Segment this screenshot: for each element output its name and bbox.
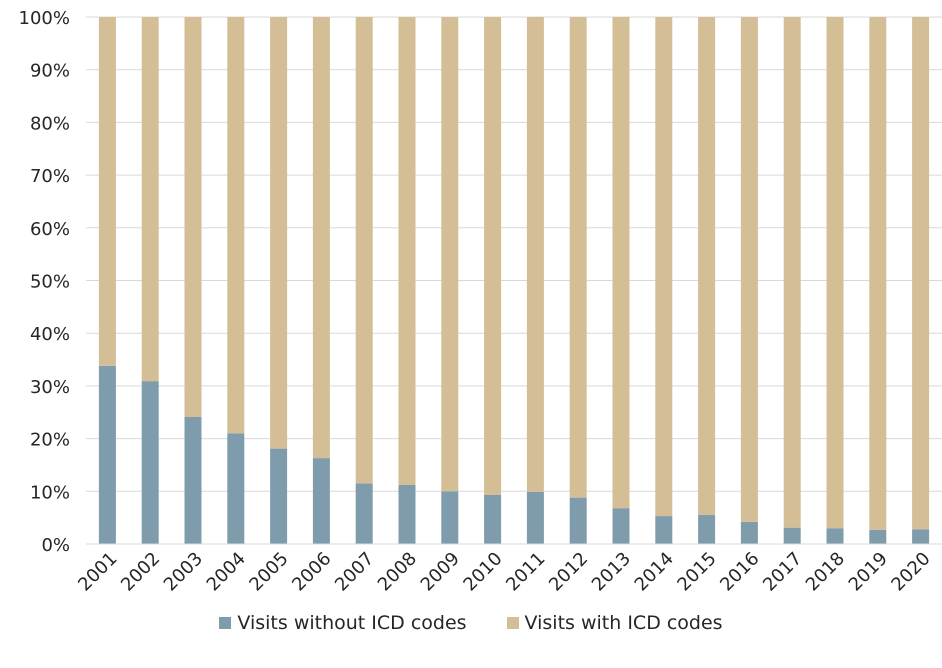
y-tick-label: 50% [30, 272, 70, 293]
x-tick-label: 2006 [288, 548, 335, 595]
legend-label-without-icd: Visits without ICD codes [237, 612, 467, 634]
bar-without-icd [912, 529, 930, 544]
x-tick-label: 2002 [117, 548, 164, 595]
bar-with-icd [312, 17, 330, 459]
bar-without-icd [655, 516, 673, 544]
bar-without-icd [355, 483, 373, 544]
bar-without-icd [484, 494, 502, 544]
bar-with-icd [783, 17, 801, 528]
y-tick-label: 30% [30, 377, 70, 398]
legend-swatch-without-icd [219, 617, 232, 629]
gridlines [86, 16, 942, 492]
bar-without-icd [441, 491, 459, 544]
bar-with-icd [441, 17, 459, 492]
x-axis-tick-labels: 2001200220032004200520062007200820092010… [74, 548, 934, 595]
x-tick-label: 2012 [545, 548, 592, 595]
bar-without-icd [98, 365, 116, 544]
bar-without-icd [740, 521, 758, 544]
x-tick-label: 2011 [502, 548, 549, 595]
bar-without-icd [783, 527, 801, 544]
bar-with-icd [184, 17, 202, 417]
x-tick-label: 2019 [845, 548, 892, 595]
bar-with-icd [655, 17, 673, 517]
legend-item-without-icd: Visits without ICD codes [219, 612, 467, 634]
y-tick-label: 70% [30, 166, 70, 187]
bar-with-icd [484, 17, 502, 495]
legend: Visits without ICD codes Visits with ICD… [0, 612, 942, 634]
bar-with-icd [398, 17, 416, 485]
x-tick-label: 2004 [203, 548, 250, 595]
bar-with-icd [98, 17, 116, 366]
legend-swatch-with-icd [506, 617, 519, 629]
bar-with-icd [912, 17, 930, 530]
x-tick-label: 2018 [802, 548, 849, 595]
x-tick-label: 2005 [245, 548, 292, 595]
bar-with-icd [526, 17, 544, 492]
x-tick-label: 2016 [716, 548, 763, 595]
bar-without-icd [612, 508, 630, 544]
bar-without-icd [526, 491, 544, 544]
y-tick-label: 20% [30, 430, 70, 451]
bar-with-icd [740, 17, 758, 522]
bars [98, 17, 930, 544]
bar-without-icd [698, 515, 716, 544]
bar-without-icd [227, 433, 245, 544]
y-axis-tick-labels: 0% 10% 20% 30% 40% 50% 60% 70% 80% 90% 100% [19, 8, 70, 556]
bar-with-icd [612, 17, 630, 509]
x-tick-label: 2014 [631, 548, 678, 595]
bar-with-icd [869, 17, 887, 530]
x-tick-label: 2017 [759, 548, 806, 595]
bar-without-icd [569, 497, 587, 544]
x-tick-label: 2001 [74, 548, 121, 595]
bar-without-icd [869, 529, 887, 544]
x-tick-label: 2015 [673, 548, 720, 595]
x-tick-label: 2003 [160, 548, 207, 595]
x-tick-label: 2009 [417, 548, 464, 595]
x-tick-label: 2013 [588, 548, 635, 595]
x-tick-label: 2020 [887, 548, 934, 595]
bar-without-icd [312, 458, 330, 544]
bar-with-icd [698, 17, 716, 516]
x-tick-label: 2008 [374, 548, 421, 595]
bar-with-icd [270, 17, 288, 449]
y-tick-label: 90% [30, 61, 70, 82]
bar-with-icd [826, 17, 844, 529]
bar-without-icd [184, 416, 202, 544]
legend-label-with-icd: Visits with ICD codes [524, 612, 723, 634]
bar-with-icd [569, 17, 587, 498]
x-tick-label: 2007 [331, 548, 378, 595]
legend-item-with-icd: Visits with ICD codes [506, 612, 723, 634]
bar-with-icd [227, 17, 245, 434]
bar-without-icd [270, 448, 288, 544]
y-tick-label: 40% [30, 324, 70, 345]
y-tick-label: 10% [30, 482, 70, 503]
bar-without-icd [826, 528, 844, 544]
y-tick-label: 80% [30, 113, 70, 134]
x-tick-label: 2010 [459, 548, 506, 595]
bar-with-icd [141, 17, 159, 382]
y-tick-label: 0% [41, 535, 70, 556]
bar-without-icd [141, 381, 159, 544]
y-tick-label: 60% [30, 219, 70, 240]
bar-with-icd [355, 17, 373, 484]
bar-without-icd [398, 484, 416, 544]
y-tick-label: 100% [19, 8, 70, 29]
